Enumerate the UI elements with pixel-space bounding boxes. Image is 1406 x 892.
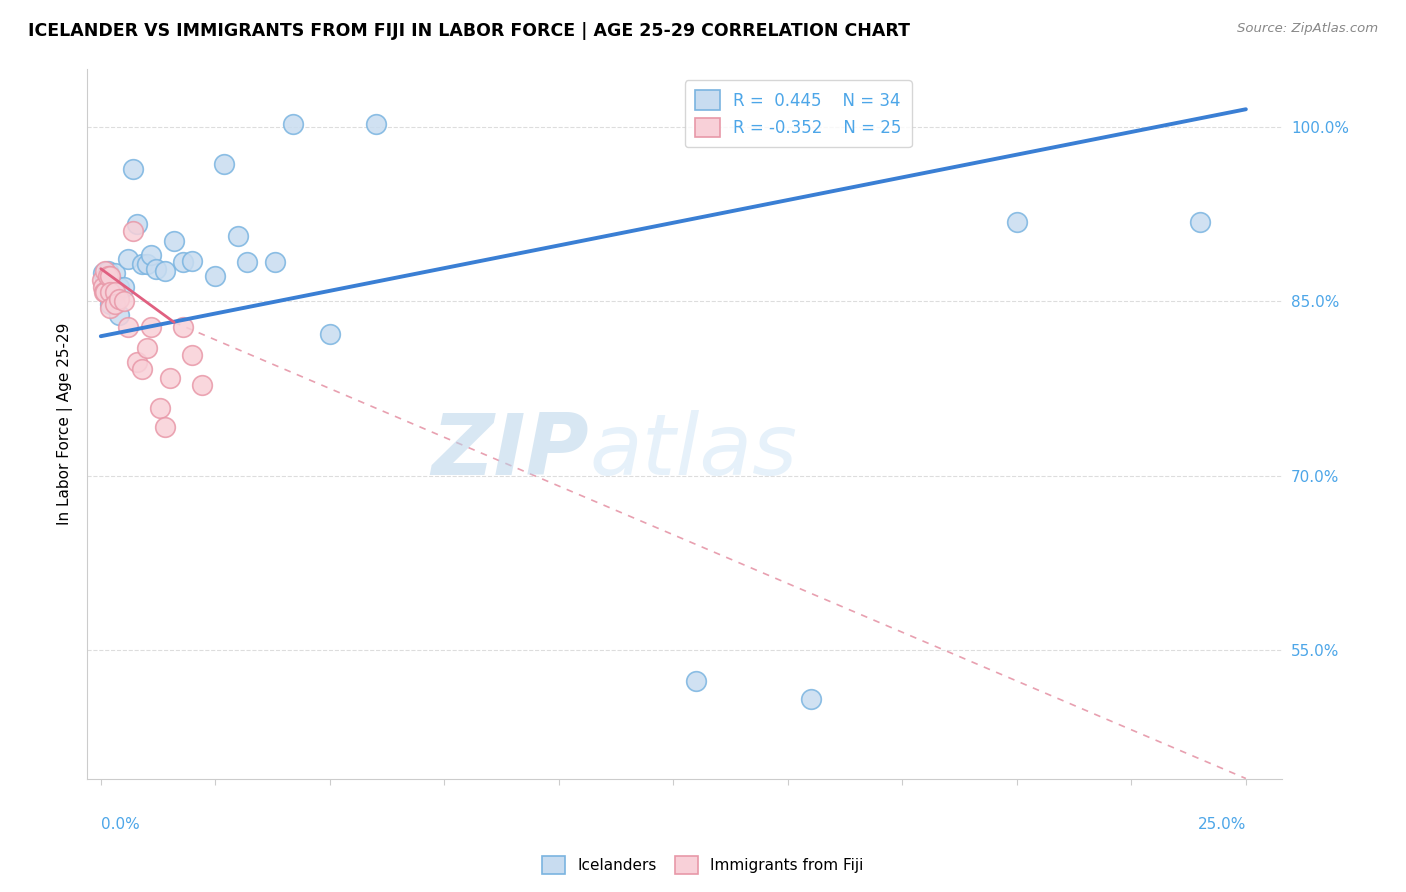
Point — [98, 296, 121, 310]
Point — [141, 248, 163, 262]
Point — [91, 266, 114, 280]
Point — [283, 117, 305, 131]
Point — [236, 254, 259, 268]
Point — [103, 296, 125, 310]
Point — [90, 273, 112, 287]
Point — [226, 229, 249, 244]
Legend: R =  0.445    N = 34, R = -0.352    N = 25: R = 0.445 N = 34, R = -0.352 N = 25 — [685, 80, 911, 147]
Point — [1005, 215, 1028, 229]
Point — [190, 378, 212, 392]
Point — [153, 264, 176, 278]
Point — [103, 288, 125, 302]
Point — [93, 285, 115, 299]
Text: 0.0%: 0.0% — [101, 817, 139, 832]
Point — [117, 319, 139, 334]
Point — [112, 294, 135, 309]
Point — [108, 308, 131, 322]
Point — [94, 285, 117, 299]
Y-axis label: In Labor Force | Age 25-29: In Labor Force | Age 25-29 — [58, 322, 73, 524]
Point — [103, 285, 125, 299]
Point — [112, 280, 135, 294]
Point — [685, 673, 707, 688]
Point — [181, 253, 204, 268]
Point — [117, 252, 139, 267]
Text: atlas: atlas — [589, 410, 797, 493]
Text: Source: ZipAtlas.com: Source: ZipAtlas.com — [1237, 22, 1378, 36]
Point — [98, 301, 121, 316]
Point — [94, 271, 117, 285]
Point — [172, 254, 194, 268]
Text: ZIP: ZIP — [432, 410, 589, 493]
Point — [98, 268, 121, 283]
Text: ICELANDER VS IMMIGRANTS FROM FIJI IN LABOR FORCE | AGE 25-29 CORRELATION CHART: ICELANDER VS IMMIGRANTS FROM FIJI IN LAB… — [28, 22, 910, 40]
Point — [181, 348, 204, 362]
Point — [98, 285, 121, 299]
Point — [163, 234, 186, 248]
Point — [127, 355, 149, 369]
Point — [172, 319, 194, 334]
Point — [94, 283, 117, 297]
Point — [135, 257, 157, 271]
Point — [149, 401, 172, 416]
Point — [108, 292, 131, 306]
Point — [122, 161, 145, 176]
Point — [214, 157, 236, 171]
Point — [800, 692, 823, 706]
Point — [364, 117, 387, 131]
Legend: Icelanders, Immigrants from Fiji: Icelanders, Immigrants from Fiji — [536, 850, 870, 880]
Point — [135, 341, 157, 355]
Point — [131, 361, 153, 376]
Point — [131, 257, 153, 271]
Point — [94, 264, 117, 278]
Point — [97, 268, 120, 283]
Point — [108, 280, 131, 294]
Point — [127, 218, 149, 232]
Point — [141, 319, 163, 334]
Point — [204, 268, 226, 283]
Point — [103, 266, 125, 280]
Point — [263, 254, 285, 268]
Point — [97, 264, 120, 278]
Point — [1189, 215, 1212, 229]
Text: 25.0%: 25.0% — [1198, 817, 1246, 832]
Point — [159, 371, 181, 385]
Point — [153, 420, 176, 434]
Point — [91, 280, 114, 294]
Point — [145, 261, 167, 276]
Point — [98, 288, 121, 302]
Point — [319, 326, 342, 341]
Point — [122, 224, 145, 238]
